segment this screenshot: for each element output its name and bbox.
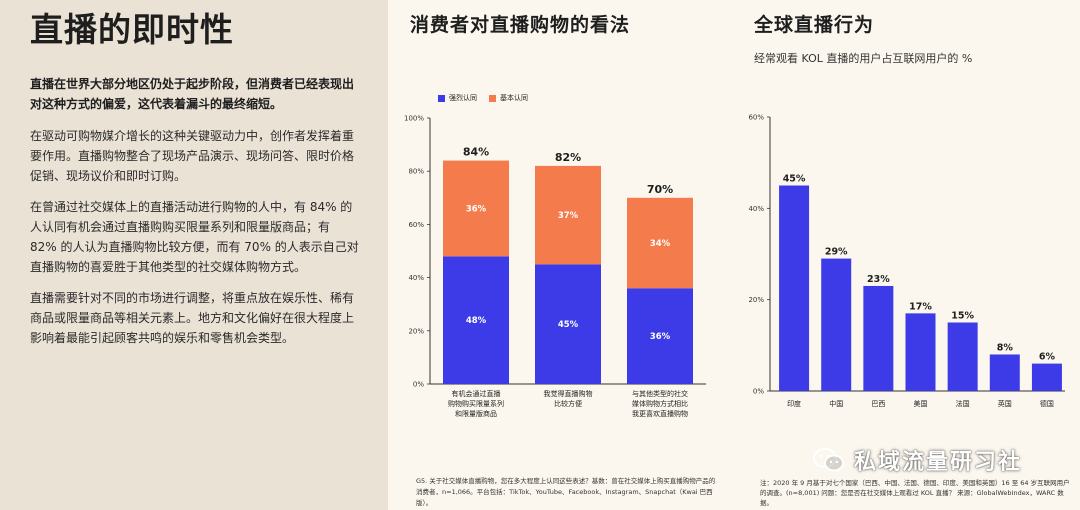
bar-segment: [443, 160, 509, 257]
y-tick-label: 0%: [753, 388, 764, 396]
bar-segment-label: 37%: [558, 211, 579, 221]
x-category-label: 与其他类型的社交媒体购物方式相比我更喜欢直播购物: [632, 389, 688, 418]
lead-paragraph: 直播在世界大部分地区仍处于起步阶段，但消费者已经表现出对这种方式的偏爱，这代表着…: [30, 77, 355, 111]
bar-segment-label: 48%: [466, 316, 487, 326]
watermark-text: 私域流量研习社: [854, 450, 1023, 475]
y-tick-label: 0%: [413, 381, 424, 389]
bar-segment: [627, 288, 693, 384]
y-tick-label: 20%: [748, 296, 764, 304]
kol-live-chart-title: 全球直播行为: [754, 14, 875, 36]
x-category-label: 美国: [914, 399, 928, 408]
legend-item-basic: 基本认同: [489, 93, 528, 103]
intro-panel: 直播的即时性 直播在世界大部分地区仍处于起步阶段，但消费者已经表现出对这种方式的…: [0, 0, 388, 510]
consumer-chart-footnote: G5. 关于社交媒体直播购物，您在多大程度上认同这些表述？基数：曾在社交媒体上购…: [416, 477, 716, 507]
bar-value-label: 17%: [909, 301, 932, 312]
bar: [779, 185, 810, 391]
watermark: 私域流量研习社: [812, 444, 1022, 476]
bar-segment-label: 34%: [650, 239, 671, 249]
bar-value-label: 45%: [783, 174, 806, 185]
bar: [989, 354, 1020, 391]
bar-total-label: 84%: [463, 146, 489, 159]
legend-label-strong: 强烈认同: [449, 94, 477, 102]
legend-swatch-strong: [438, 94, 445, 102]
bar-segment: [627, 197, 693, 289]
x-category-label: 我觉得直播购物比较方便: [544, 389, 593, 408]
stacked-bar-chart: 0% 20% 40% 60% 80% 100% 48% 36% 84% 有机会通过直播购物购买限量…: [404, 115, 706, 418]
bar-total-label: 70%: [647, 183, 673, 196]
bar: [821, 258, 852, 391]
body-paragraph-3: 直播需要针对不同的市场进行调整，将重点放在娱乐性、稀有商品或限量商品等相关元素上…: [30, 291, 355, 345]
bar: [863, 285, 894, 391]
bar: [947, 322, 978, 391]
y-tick-label: 60%: [408, 221, 424, 229]
kol-chart-footnote: 注：2020 年 9 月基于对七个国家（巴西、中国、法国、德国、印度、美国和英国…: [760, 479, 1070, 507]
x-category-label: 有机会通过直播购物购买限量系列和限量版商品: [448, 389, 504, 418]
bar-segment-label: 36%: [650, 332, 671, 342]
bar-value-label: 15%: [951, 311, 974, 322]
bar-value-label: 8%: [997, 342, 1014, 353]
bar-segment: [535, 165, 601, 265]
y-tick-label: 100%: [404, 115, 424, 123]
bar: [1031, 363, 1062, 391]
legend-swatch-basic: [489, 94, 496, 102]
bar-value-label: 6%: [1039, 352, 1056, 363]
y-tick-label: 80%: [408, 168, 424, 176]
legend-label-basic: 基本认同: [500, 94, 528, 102]
x-category-label: 巴西: [871, 400, 885, 408]
bar-value-label: 29%: [825, 247, 848, 258]
bar-segment-label: 36%: [466, 204, 487, 214]
body-paragraph-2: 在曾通过社交媒体上的直播活动进行购物的人中，有 84% 的人认同有机会通过直播购…: [30, 200, 359, 274]
y-tick-label: 40%: [748, 205, 764, 213]
x-category-label: 德国: [1040, 399, 1054, 408]
x-category-label: 英国: [998, 399, 1012, 408]
bar-total-label: 82%: [555, 151, 581, 164]
bar-value-label: 23%: [867, 274, 890, 285]
chart-legend: 强烈认同 基本认同: [438, 93, 528, 103]
x-category-label: 法国: [956, 399, 970, 408]
body-paragraph-1: 在驱动可购物媒介增长的这种关键驱动力中，创作者发挥着重要作用。直播购物整合了现场…: [30, 129, 355, 183]
y-tick-label: 20%: [408, 327, 424, 335]
x-category-label: 中国: [829, 399, 843, 408]
bar: [905, 313, 936, 391]
legend-item-strong: 强烈认同: [438, 93, 477, 103]
y-tick-label: 60%: [748, 114, 764, 122]
bar-segment: [535, 264, 601, 384]
country-bar-chart: 0% 20% 40% 60% 45% 印度 29% 中国 23% 巴西 17% 美国 15% 法国 8% 英国…: [748, 114, 1065, 408]
bar-segment: [443, 256, 509, 384]
kol-live-chart-panel: 全球直播行为 经常观看 KOL 直播的用户占互联网用户的 % 0% 20% 40% 6…: [720, 0, 1080, 510]
kol-live-chart-subtitle: 经常观看 KOL 直播的用户占互联网用户的 %: [754, 52, 973, 65]
wechat-icon: [813, 448, 844, 472]
x-category-label: 印度: [787, 399, 801, 408]
page-title: 直播的即时性: [30, 10, 234, 49]
consumer-opinion-chart-panel: 消费者对直播购物的看法 强烈认同 基本认同 0% 20% 40% 60% 80% 100%…: [388, 0, 720, 510]
consumer-opinion-chart-title: 消费者对直播购物的看法: [410, 14, 631, 36]
bar-segment-label: 45%: [558, 320, 579, 330]
y-tick-label: 40%: [408, 274, 424, 282]
